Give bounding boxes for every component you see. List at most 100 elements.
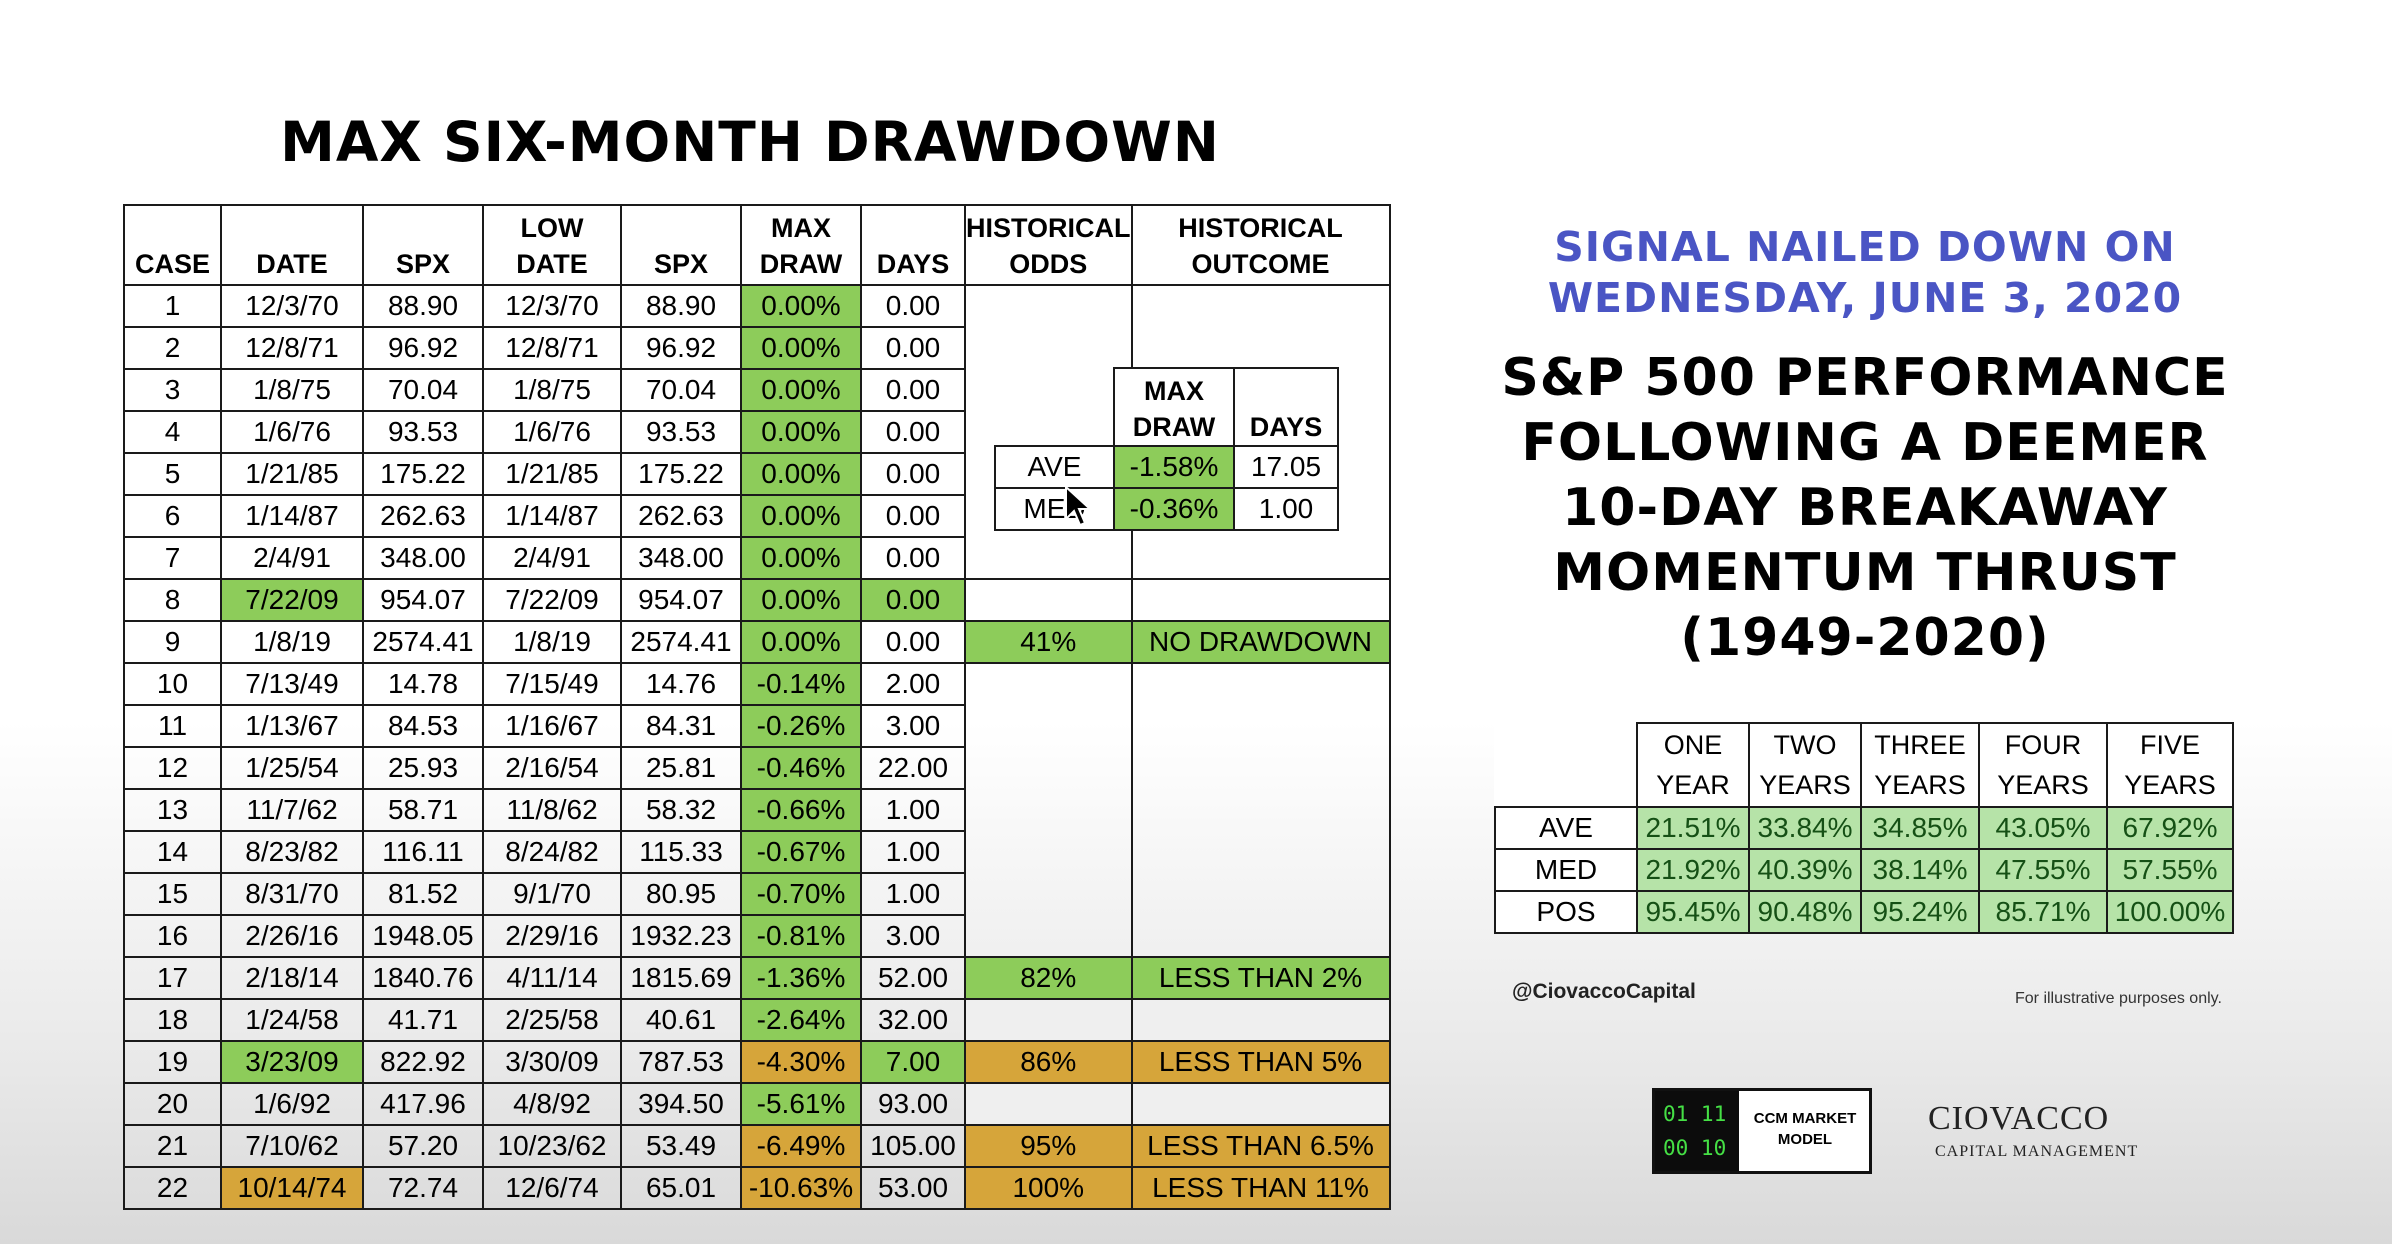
- cell-case: 12: [123, 746, 222, 790]
- cell-outcome: [1130, 915, 1391, 957]
- cell-spx: 348.00: [362, 536, 484, 580]
- cell-low-spx: 348.00: [620, 536, 742, 580]
- table-row: 8 7/22/09 954.07 7/22/09 954.07 0.00% 0.00: [123, 578, 1391, 622]
- cell-low-date: 4/11/14: [482, 956, 622, 1000]
- cell-max-draw: -0.14%: [740, 662, 862, 706]
- cell-case: 19: [123, 1040, 222, 1084]
- cell-days: 53.00: [860, 1166, 966, 1210]
- ccm-label-line-2: MODEL: [1777, 1131, 1833, 1148]
- performance-title: S&P 500 PERFORMANCE FOLLOWING A DEEMER 1…: [1460, 346, 2270, 671]
- cell-spx: 70.04: [362, 368, 484, 412]
- drawdown-header-col-4: SPX: [620, 204, 742, 286]
- summary-max-draw: -0.36%: [1113, 487, 1235, 531]
- cell-date: 12/8/71: [220, 326, 364, 370]
- cell-case: 18: [123, 998, 222, 1042]
- ccm-label: CCM MARKET MODEL: [1743, 1108, 1867, 1150]
- signal-line-2: WEDNESDAY, JUNE 3, 2020: [1547, 274, 2183, 322]
- table-row: 22 10/14/74 72.74 12/6/74 65.01 -10.63% 53.00 1…: [123, 1166, 1391, 1210]
- performance-value: 47.55%: [1978, 848, 2108, 892]
- signal-line-1: SIGNAL NAILED DOWN ON: [1554, 223, 2176, 271]
- header-line-2: DRAW: [759, 249, 843, 279]
- drawdown-header-col-6: DAYS: [860, 204, 966, 286]
- cell-case: 15: [123, 872, 222, 916]
- performance-header-col-1: TWO YEARS: [1748, 722, 1862, 808]
- cell-max-draw: -0.70%: [740, 872, 862, 916]
- header-line-2: YEARS: [2124, 770, 2216, 800]
- summary-header-days-label: DAYS: [1249, 412, 1323, 442]
- cell-date: 1/24/58: [220, 998, 364, 1042]
- cell-spx: 2574.41: [362, 620, 484, 664]
- cell-outcome: [1130, 747, 1391, 789]
- header-line-2: YEARS: [1874, 770, 1966, 800]
- header-line-1: HISTORICAL: [1178, 213, 1343, 243]
- cell-date: 1/6/92: [220, 1082, 364, 1126]
- table-row: 14 8/23/82 116.11 8/24/82 115.33 -0.67% 1.00: [123, 830, 1391, 874]
- cell-low-spx: 394.50: [620, 1082, 742, 1126]
- cell-low-spx: 58.32: [620, 788, 742, 832]
- cell-outcome: [1130, 537, 1391, 579]
- cell-odds: [964, 663, 1133, 705]
- cell-odds: [964, 873, 1133, 915]
- cell-case: 1: [123, 284, 222, 328]
- performance-value: 38.14%: [1860, 848, 1980, 892]
- cell-case: 2: [123, 326, 222, 370]
- header-line-2: SPX: [653, 249, 709, 279]
- header-line-1: TWO: [1773, 730, 1837, 760]
- cell-date: 7/13/49: [220, 662, 364, 706]
- cell-low-date: 12/3/70: [482, 284, 622, 328]
- drawdown-header-col-7: HISTORICAL ODDS: [964, 204, 1133, 286]
- cell-date: 1/25/54: [220, 746, 364, 790]
- performance-line-1: S&P 500 PERFORMANCE: [1501, 348, 2229, 408]
- cell-low-date: 1/21/85: [482, 452, 622, 496]
- performance-line-5: (1949-2020): [1680, 608, 2050, 668]
- cell-outcome: [1130, 873, 1391, 915]
- header-line-2: OUTCOME: [1191, 249, 1330, 279]
- ccm-digits: 01 11 00 10: [1655, 1091, 1739, 1171]
- cell-outcome: [1130, 831, 1391, 873]
- cell-days: 105.00: [860, 1124, 966, 1168]
- cell-low-spx: 787.53: [620, 1040, 742, 1084]
- cell-low-date: 2/16/54: [482, 746, 622, 790]
- header-line-2: SPX: [395, 249, 451, 279]
- cell-low-spx: 954.07: [620, 578, 742, 622]
- ciovacco-logo-name: CIOVACCO: [1928, 1100, 2110, 1137]
- cell-low-spx: 80.95: [620, 872, 742, 916]
- cell-max-draw: 0.00%: [740, 620, 862, 664]
- header-line-2: DATE: [516, 249, 588, 279]
- table-row: 13 11/7/62 58.71 11/8/62 58.32 -0.66% 1.00: [123, 788, 1391, 832]
- cell-low-date: 8/24/82: [482, 830, 622, 874]
- cell-low-spx: 70.04: [620, 368, 742, 412]
- performance-value: 34.85%: [1860, 806, 1980, 850]
- cell-max-draw: 0.00%: [740, 452, 862, 496]
- cell-days: 1.00: [860, 788, 966, 832]
- cell-case: 10: [123, 662, 222, 706]
- cell-spx: 93.53: [362, 410, 484, 454]
- performance-value: 43.05%: [1978, 806, 2108, 850]
- cell-max-draw: -1.36%: [740, 956, 862, 1000]
- summary-header-max-draw-l2: DRAW: [1132, 412, 1216, 442]
- cell-spx: 1840.76: [362, 956, 484, 1000]
- cell-days: 0.00: [860, 410, 966, 454]
- summary-label: AVE: [994, 445, 1115, 489]
- header-line-2: YEARS: [1759, 770, 1851, 800]
- cell-spx: 822.92: [362, 1040, 484, 1084]
- performance-value: 21.92%: [1636, 848, 1750, 892]
- cell-odds: [964, 915, 1133, 957]
- cell-odds: [964, 1082, 1133, 1126]
- cell-case: 3: [123, 368, 222, 412]
- signal-date: SIGNAL NAILED DOWN ON WEDNESDAY, JUNE 3,…: [1500, 222, 2230, 324]
- cell-low-spx: 93.53: [620, 410, 742, 454]
- cell-low-spx: 25.81: [620, 746, 742, 790]
- table-row: 11 1/13/67 84.53 1/16/67 84.31 -0.26% 3.00: [123, 704, 1391, 748]
- cell-outcome: [1130, 327, 1391, 369]
- cell-case: 9: [123, 620, 222, 664]
- cell-low-spx: 65.01: [620, 1166, 742, 1210]
- cell-low-date: 11/8/62: [482, 788, 622, 832]
- header-line-1: LOW: [520, 213, 584, 243]
- table-row: 15 8/31/70 81.52 9/1/70 80.95 -0.70% 1.00: [123, 872, 1391, 916]
- cell-spx: 88.90: [362, 284, 484, 328]
- cell-outcome: LESS THAN 6.5%: [1130, 1124, 1391, 1168]
- cell-spx: 417.96: [362, 1082, 484, 1126]
- summary-header-blank: [995, 368, 1114, 446]
- cell-max-draw: -2.64%: [740, 998, 862, 1042]
